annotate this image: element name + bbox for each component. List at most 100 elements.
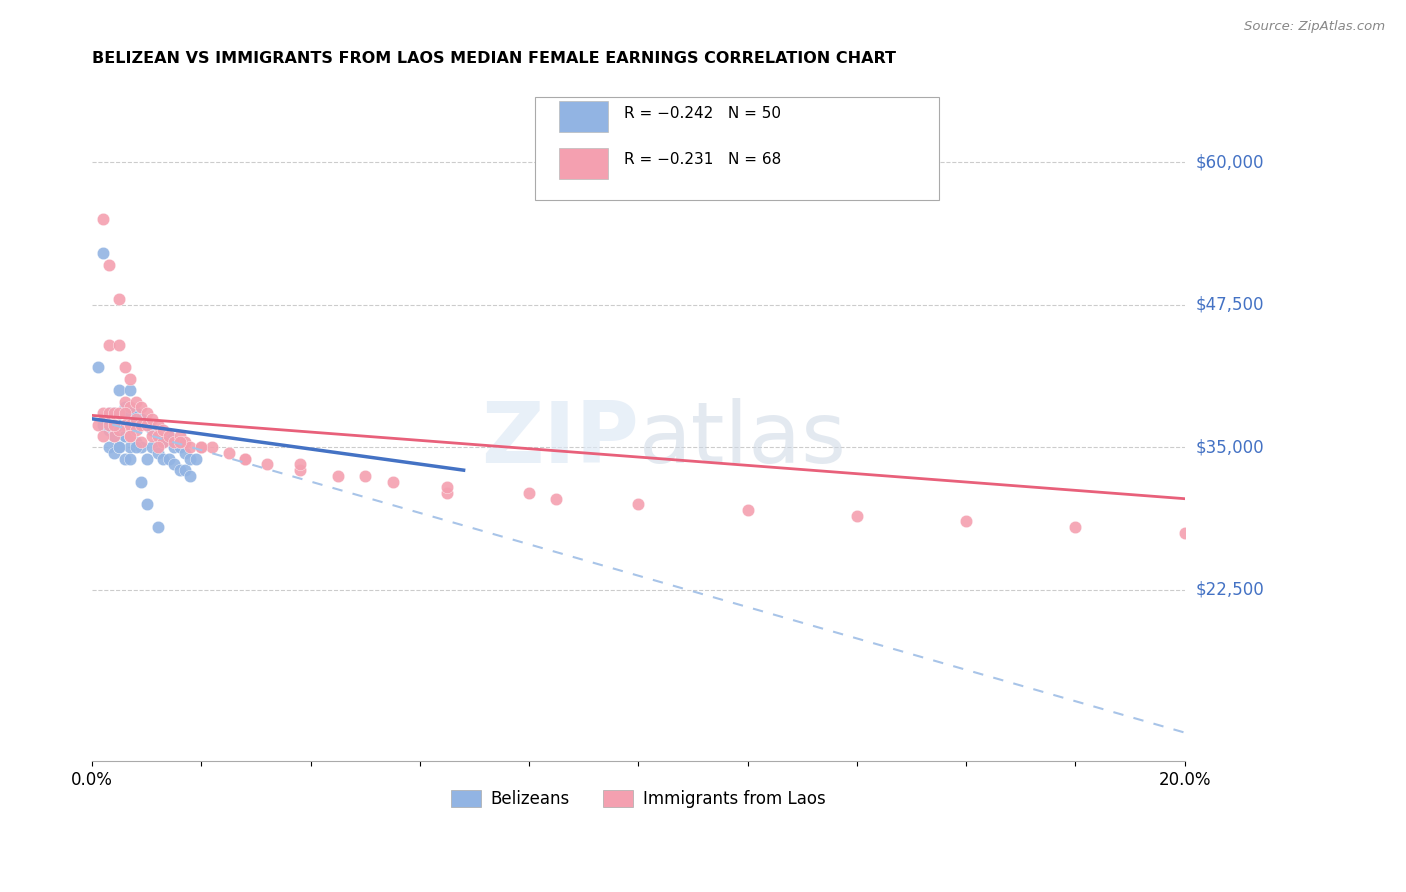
Point [233, 451, 256, 466]
Point [135, 497, 157, 511]
Point [152, 423, 174, 437]
Point [103, 429, 125, 443]
Point [141, 423, 163, 437]
Point [97, 423, 120, 437]
Point [135, 417, 157, 432]
Point [125, 423, 148, 437]
Point [86, 417, 108, 432]
Point [1064, 520, 1087, 534]
Point [120, 429, 142, 443]
Point [114, 401, 136, 415]
Point [135, 417, 157, 432]
Point [169, 429, 191, 443]
Point [141, 429, 163, 443]
Point [256, 458, 278, 472]
Text: $60,000: $60,000 [1195, 153, 1264, 171]
Point [169, 441, 191, 455]
Point [91, 417, 114, 432]
Point [737, 503, 759, 517]
Point [131, 412, 153, 426]
Point [131, 401, 153, 415]
Point [108, 406, 131, 420]
Point [120, 401, 142, 415]
Text: ZIP: ZIP [481, 398, 638, 481]
Point [97, 406, 120, 420]
Point [146, 520, 169, 534]
Point [120, 417, 142, 432]
Point [114, 451, 136, 466]
Text: $35,000: $35,000 [1195, 438, 1264, 457]
Point [152, 434, 174, 449]
Point [114, 429, 136, 443]
Point [179, 451, 201, 466]
Point [86, 360, 108, 375]
Point [108, 441, 131, 455]
Point [125, 412, 148, 426]
Point [131, 434, 153, 449]
Text: $22,500: $22,500 [1195, 581, 1264, 599]
Point [152, 451, 174, 466]
Point [120, 372, 142, 386]
Point [108, 423, 131, 437]
Point [157, 451, 180, 466]
Point [184, 451, 207, 466]
Text: $47,500: $47,500 [1195, 296, 1264, 314]
Point [326, 468, 349, 483]
Point [114, 406, 136, 420]
Point [354, 468, 377, 483]
Point [174, 434, 197, 449]
Point [103, 406, 125, 420]
Point [97, 441, 120, 455]
Point [108, 384, 131, 398]
Point [627, 497, 650, 511]
Point [141, 441, 163, 455]
Point [125, 417, 148, 432]
Point [163, 434, 186, 449]
Point [97, 406, 120, 420]
FancyBboxPatch shape [558, 102, 607, 132]
Point [103, 406, 125, 420]
Point [218, 446, 240, 460]
Point [135, 406, 157, 420]
Point [288, 463, 311, 477]
Point [120, 429, 142, 443]
Point [233, 451, 256, 466]
Point [108, 292, 131, 306]
Point [179, 441, 201, 455]
Point [845, 508, 868, 523]
Point [91, 212, 114, 227]
Point [97, 417, 120, 432]
Point [190, 441, 212, 455]
Point [135, 451, 157, 466]
Point [190, 441, 212, 455]
Text: atlas: atlas [638, 398, 846, 481]
Point [131, 441, 153, 455]
Point [179, 468, 201, 483]
Text: R = −0.242   N = 50: R = −0.242 N = 50 [624, 106, 782, 121]
Point [103, 429, 125, 443]
Point [125, 406, 148, 420]
FancyBboxPatch shape [534, 97, 939, 200]
Point [146, 441, 169, 455]
Point [163, 441, 186, 455]
Point [174, 446, 197, 460]
Point [169, 463, 191, 477]
Point [146, 429, 169, 443]
Point [91, 406, 114, 420]
Text: BELIZEAN VS IMMIGRANTS FROM LAOS MEDIAN FEMALE EARNINGS CORRELATION CHART: BELIZEAN VS IMMIGRANTS FROM LAOS MEDIAN … [93, 51, 896, 66]
Point [91, 246, 114, 260]
Point [103, 417, 125, 432]
Text: R = −0.231   N = 68: R = −0.231 N = 68 [624, 153, 782, 167]
Point [517, 486, 540, 500]
Text: Source: ZipAtlas.com: Source: ZipAtlas.com [1244, 20, 1385, 33]
Point [108, 337, 131, 351]
Point [114, 394, 136, 409]
Point [381, 475, 404, 489]
Point [114, 417, 136, 432]
Point [174, 463, 197, 477]
Point [114, 360, 136, 375]
Point [108, 441, 131, 455]
Point [120, 384, 142, 398]
Point [546, 491, 568, 506]
Legend: Belizeans, Immigrants from Laos: Belizeans, Immigrants from Laos [444, 783, 832, 814]
